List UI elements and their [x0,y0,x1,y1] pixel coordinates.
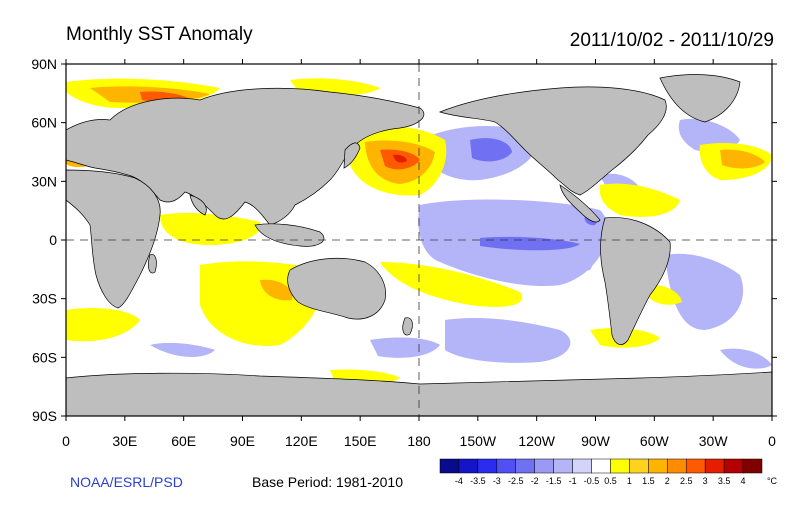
lat-label: 60N [31,115,57,131]
colorbar-swatch [667,458,687,474]
lon-label: 90E [230,433,255,449]
colorbar-swatch [553,458,573,474]
latitude-axis: 90N 60N 30N 0 30S 60S 90S [31,56,777,424]
colorbar-swatch [458,458,479,474]
colorbar-tick-label: -0.5 [584,476,600,486]
colorbar-tick-label: -1 [569,476,577,486]
colorbar-swatch [439,458,460,474]
colorbar-swatch [591,458,611,474]
lon-label: 90W [581,433,611,449]
colorbar-tick-label: 4 [741,476,746,486]
lon-label: 120W [518,433,555,449]
lat-label: 30S [32,291,57,307]
date-range: 2011/10/02 - 2011/10/29 [569,30,774,51]
colorbar-tick-label: -3.5 [470,476,486,486]
lon-label: 60W [640,433,670,449]
colorbar-swatch [723,458,744,474]
map-title: Monthly SST Anomaly [66,24,253,45]
lon-label: 150W [460,433,497,449]
colorbar-swatch [572,458,592,474]
colorbar-tick-label: -2 [531,476,539,486]
longitude-axis: 0 30E 60E 90E 120E 150E 180 150W 120W 90W 60W 30W 0 [62,59,776,449]
credit-label: NOAA/ESRL/PSD [70,474,183,490]
colorbar-tick-label: -1.5 [546,476,562,486]
colorbar-unit: °C [767,476,778,486]
colorbar-swatch [629,458,649,474]
warm-anomaly-regions [66,78,772,385]
colorbar-tick-label: 2.5 [680,476,693,486]
colorbar-swatch [742,458,763,474]
colorbar-tick-label: 2 [665,476,670,486]
colorbar-swatch [685,458,706,474]
colorbar-swatch [515,458,535,474]
colorbar: -4 -3.5 -3 -2.5 -2 -1.5 -1 -0.5 0.5 1 1.5 2 2.5 3 3.5 4… [439,458,778,486]
colorbar-tick-label: 3 [703,476,708,486]
colorbar-swatch [477,458,498,474]
lon-label: 120E [285,433,318,449]
colorbar-swatch [648,458,668,474]
colorbar-swatch [534,458,554,474]
colorbar-tick-label: -2.5 [508,476,524,486]
lon-label: 0 [768,433,776,449]
land-masses [66,74,772,416]
lat-label: 0 [49,232,57,248]
lon-label: 30W [699,433,729,449]
lat-label: 90S [32,408,57,424]
lon-label: 150E [344,433,377,449]
lon-label: 0 [62,433,70,449]
colorbar-swatch [610,458,630,474]
lon-label: 30E [112,433,137,449]
extreme-warm-anomaly-regions [393,154,407,163]
lon-label: 60E [171,433,196,449]
lat-label: 30N [31,173,57,189]
lon-label: 180 [407,433,431,449]
colorbar-tick-label: 0.5 [604,476,617,486]
lat-label: 60S [32,349,57,365]
colorbar-tick-label: -3 [493,476,501,486]
colorbar-swatch [496,458,517,474]
colorbar-tick-label: 1.5 [642,476,655,486]
colorbar-tick-label: 3.5 [718,476,731,486]
colorbar-swatch [704,458,725,474]
base-period-label: Base Period: 1981-2010 [252,474,403,490]
colorbar-tick-label: -4 [455,476,463,486]
colorbar-tick-label: 1 [627,476,632,486]
lat-label: 90N [31,56,57,72]
